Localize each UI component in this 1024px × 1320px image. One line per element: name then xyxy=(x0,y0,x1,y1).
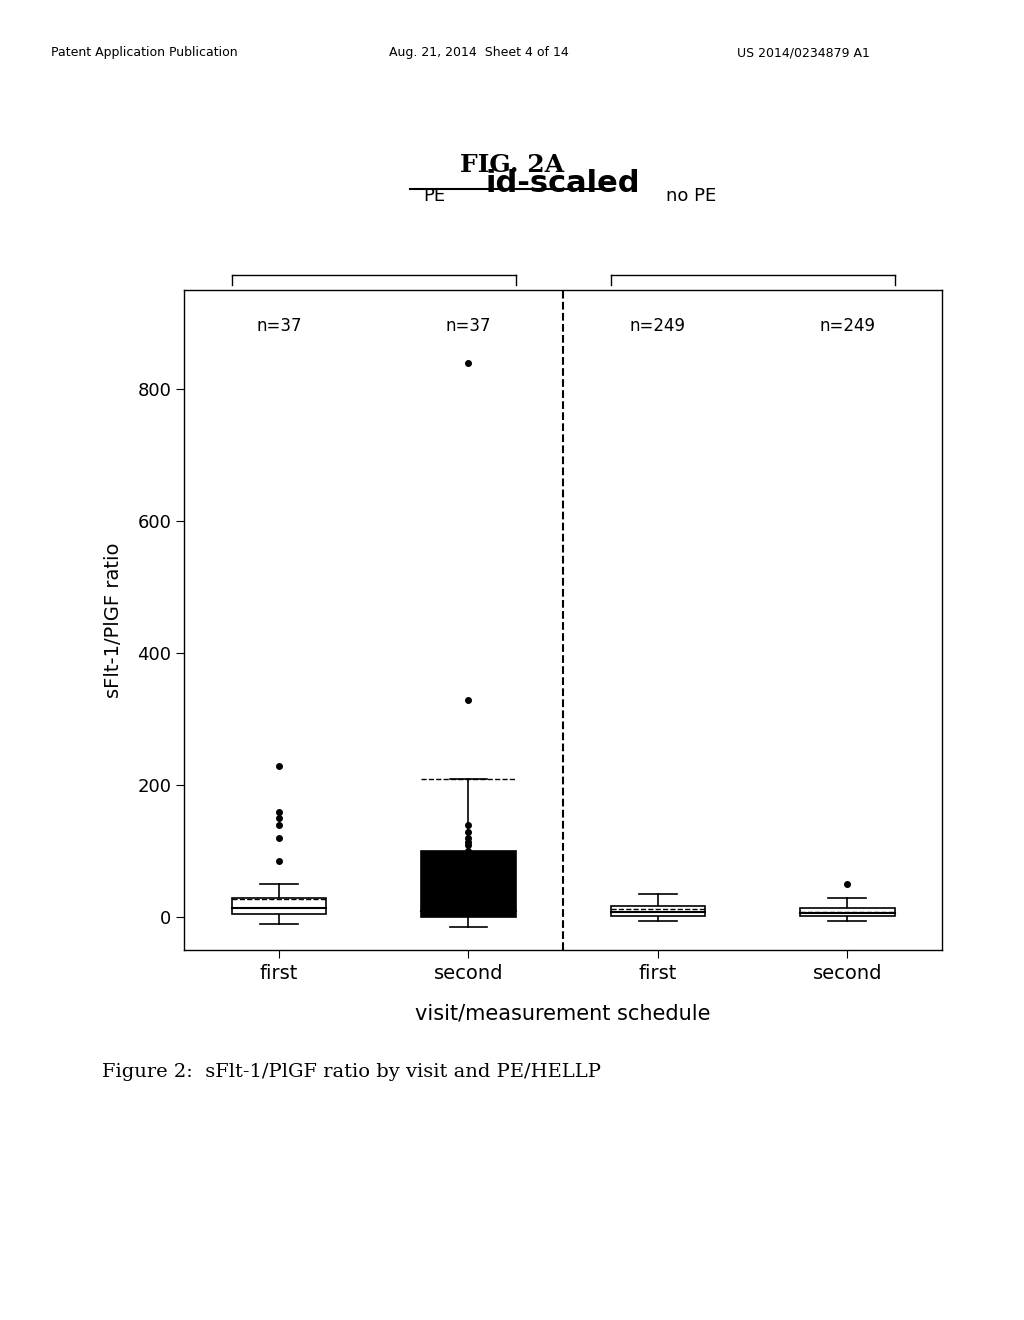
Text: PE: PE xyxy=(423,186,445,205)
Text: id-scaled: id-scaled xyxy=(486,169,640,198)
Text: n=37: n=37 xyxy=(256,317,302,335)
Bar xyxy=(610,906,706,916)
Bar xyxy=(800,908,895,916)
Bar xyxy=(421,851,516,917)
Text: no PE: no PE xyxy=(666,186,716,205)
Text: FIG. 2A: FIG. 2A xyxy=(460,153,564,177)
Text: n=249: n=249 xyxy=(630,317,686,335)
Y-axis label: sFlt-1/PlGF ratio: sFlt-1/PlGF ratio xyxy=(104,543,123,698)
Text: Figure 2:  sFlt-1/PlGF ratio by visit and PE/HELLP: Figure 2: sFlt-1/PlGF ratio by visit and… xyxy=(102,1063,601,1081)
Text: Patent Application Publication: Patent Application Publication xyxy=(51,46,238,59)
Text: n=37: n=37 xyxy=(445,317,492,335)
X-axis label: visit/measurement schedule: visit/measurement schedule xyxy=(416,1003,711,1023)
Text: n=249: n=249 xyxy=(819,317,876,335)
Bar xyxy=(231,898,327,913)
Text: Aug. 21, 2014  Sheet 4 of 14: Aug. 21, 2014 Sheet 4 of 14 xyxy=(389,46,569,59)
Text: US 2014/0234879 A1: US 2014/0234879 A1 xyxy=(737,46,870,59)
